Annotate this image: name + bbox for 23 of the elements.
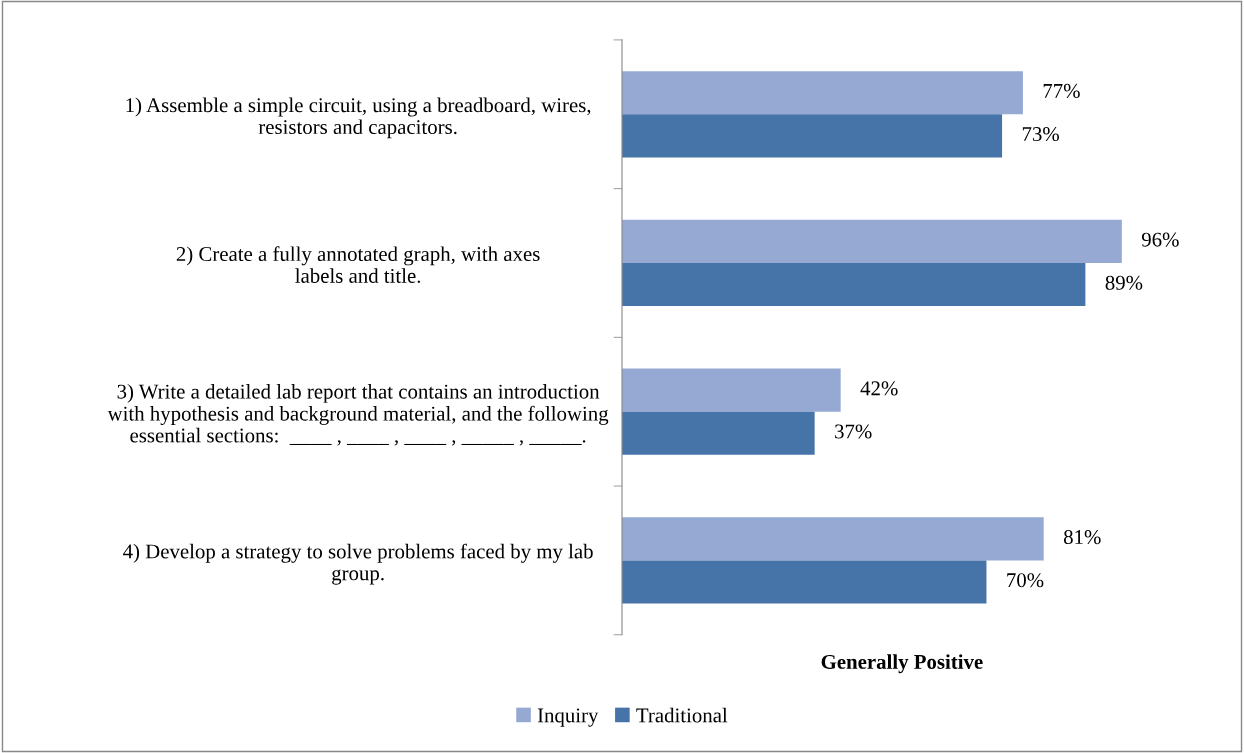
bar — [622, 114, 1003, 158]
data-label: 42% — [860, 381, 898, 396]
bar — [622, 368, 841, 412]
bar — [622, 71, 1023, 115]
data-label: 70% — [1007, 573, 1044, 588]
legend-label: Traditional — [636, 707, 728, 723]
data-label: 89% — [1105, 275, 1143, 290]
y-tick-label: 2) Create a fully annotated graph, with axes labels and title. — [176, 246, 540, 283]
data-label: 37% — [835, 424, 872, 439]
y-tick-label: 4) Develop a strategy to solve problems faced by my lab group. — [123, 543, 593, 585]
data-label: 81% — [1063, 530, 1101, 545]
bar — [622, 560, 987, 604]
data-label: 96% — [1141, 232, 1179, 247]
data-label: 77% — [1043, 83, 1080, 98]
data-label: 73% — [1022, 126, 1059, 142]
legend-label: Inquiry — [537, 708, 599, 727]
bar — [622, 262, 1086, 307]
bar — [622, 411, 815, 455]
x-axis-title: Generally Positive — [821, 654, 983, 674]
bar — [622, 517, 1044, 561]
bar — [622, 219, 1122, 263]
y-tick-label: 1) Assemble a simple circuit, using a breadboard, wires, resistors and capacitors. — [126, 97, 591, 139]
y-tick-label: 3) Write a detailed lab report that contains an introduction with hypothesis and background material, and the following essential sections: ____ , ____ , ____ , _____ , _____. — [107, 383, 609, 446]
